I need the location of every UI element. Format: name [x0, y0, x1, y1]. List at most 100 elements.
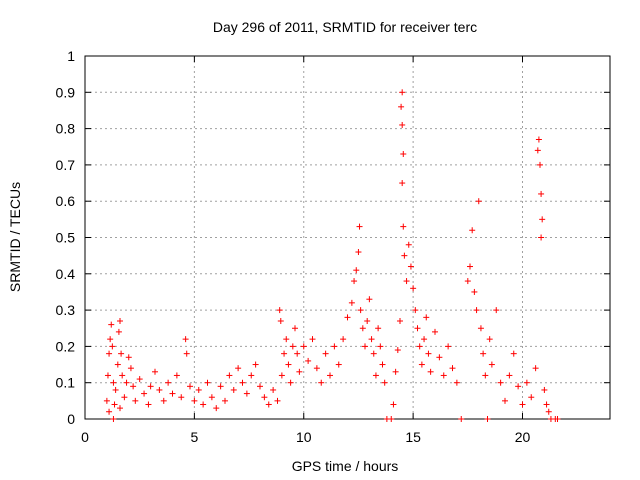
data-point: [213, 405, 220, 412]
data-point: [538, 190, 545, 197]
axis-ticks: 00.10.20.30.40.50.60.70.80.910 5 10 15 20: [56, 48, 610, 445]
grid: [85, 56, 610, 419]
data-point: [484, 416, 491, 422]
data-point: [278, 372, 285, 379]
x-tick-label: 10: [296, 429, 312, 445]
data-point: [169, 390, 176, 397]
data-point: [425, 350, 432, 357]
data-point: [147, 383, 154, 390]
data-point: [123, 379, 130, 386]
data-point: [119, 372, 126, 379]
data-point: [410, 285, 417, 292]
data-point: [537, 161, 543, 168]
data-point: [127, 365, 134, 372]
data-point: [477, 325, 484, 332]
data-point: [106, 350, 113, 357]
data-point: [289, 343, 296, 350]
data-point: [335, 361, 342, 368]
data-point: [400, 151, 407, 158]
data-point: [281, 350, 288, 357]
data-point: [235, 365, 242, 372]
x-tick-label: 15: [405, 429, 421, 445]
data-point: [471, 288, 478, 295]
y-tick-label: 0.9: [56, 84, 76, 100]
y-tick-label: 0.2: [56, 338, 76, 354]
data-point: [388, 416, 395, 422]
data-point: [414, 325, 421, 332]
data-point: [283, 336, 290, 343]
data-point: [152, 368, 158, 375]
data-point: [183, 350, 190, 357]
data-point: [421, 336, 428, 343]
data-point: [130, 383, 137, 390]
data-point: [412, 307, 419, 314]
data-point: [532, 365, 539, 372]
data-point: [482, 372, 489, 379]
data-point: [506, 372, 513, 379]
data-point: [554, 416, 561, 422]
data-point: [488, 361, 495, 368]
data-point: [248, 372, 255, 379]
data-point: [257, 383, 263, 390]
data-point: [399, 121, 406, 128]
data-point: [473, 307, 480, 314]
data-point: [276, 307, 283, 314]
data-point: [538, 234, 545, 241]
data-point: [528, 394, 535, 401]
data-point: [173, 372, 180, 379]
data-point: [195, 386, 202, 393]
data-point: [132, 397, 139, 404]
data-point: [464, 278, 471, 285]
data-point: [141, 390, 148, 397]
data-point: [390, 401, 397, 408]
data-point: [401, 252, 408, 259]
data-point: [398, 103, 405, 110]
y-tick-label: 0.4: [56, 266, 76, 282]
data-point: [118, 350, 125, 357]
data-point: [356, 223, 363, 230]
data-point: [348, 299, 355, 306]
y-tick-label: 0.8: [56, 121, 76, 137]
data-point: [243, 390, 250, 397]
data-point: [453, 379, 460, 386]
data-point: [445, 343, 452, 350]
data-point: [111, 401, 118, 408]
data-point: [187, 383, 193, 390]
data-point: [427, 368, 434, 375]
data-point: [204, 379, 211, 386]
data-point: [110, 379, 117, 386]
data-point: [327, 372, 333, 379]
data-point: [449, 365, 456, 372]
chart-title: Day 296 of 2011, SRMTID for receiver ter…: [213, 19, 477, 35]
data-point: [145, 401, 152, 408]
data-point: [322, 350, 329, 357]
data-point: [423, 314, 430, 321]
data-point: [353, 267, 360, 274]
data-point: [305, 357, 312, 364]
data-point: [405, 241, 412, 248]
data-point: [121, 394, 128, 401]
data-point: [344, 314, 351, 321]
data-point: [545, 408, 552, 415]
data-points: [103, 89, 561, 422]
data-point: [418, 361, 425, 368]
data-point: [104, 372, 111, 379]
data-point: [182, 336, 189, 343]
y-tick-label: 0.5: [56, 230, 76, 246]
y-tick-label: 0.6: [56, 193, 76, 209]
data-point: [400, 223, 407, 230]
data-point: [535, 136, 542, 143]
data-point: [480, 350, 487, 357]
data-point: [541, 386, 548, 393]
x-tick-label: 20: [515, 429, 531, 445]
data-point: [497, 379, 504, 386]
data-point: [432, 328, 438, 335]
y-tick-label: 1: [67, 48, 75, 64]
data-point: [381, 379, 388, 386]
data-point: [370, 350, 377, 357]
data-point: [112, 386, 119, 393]
data-point: [469, 227, 476, 234]
y-tick-label: 0.3: [56, 302, 76, 318]
data-point: [156, 386, 163, 393]
data-point: [399, 89, 406, 96]
